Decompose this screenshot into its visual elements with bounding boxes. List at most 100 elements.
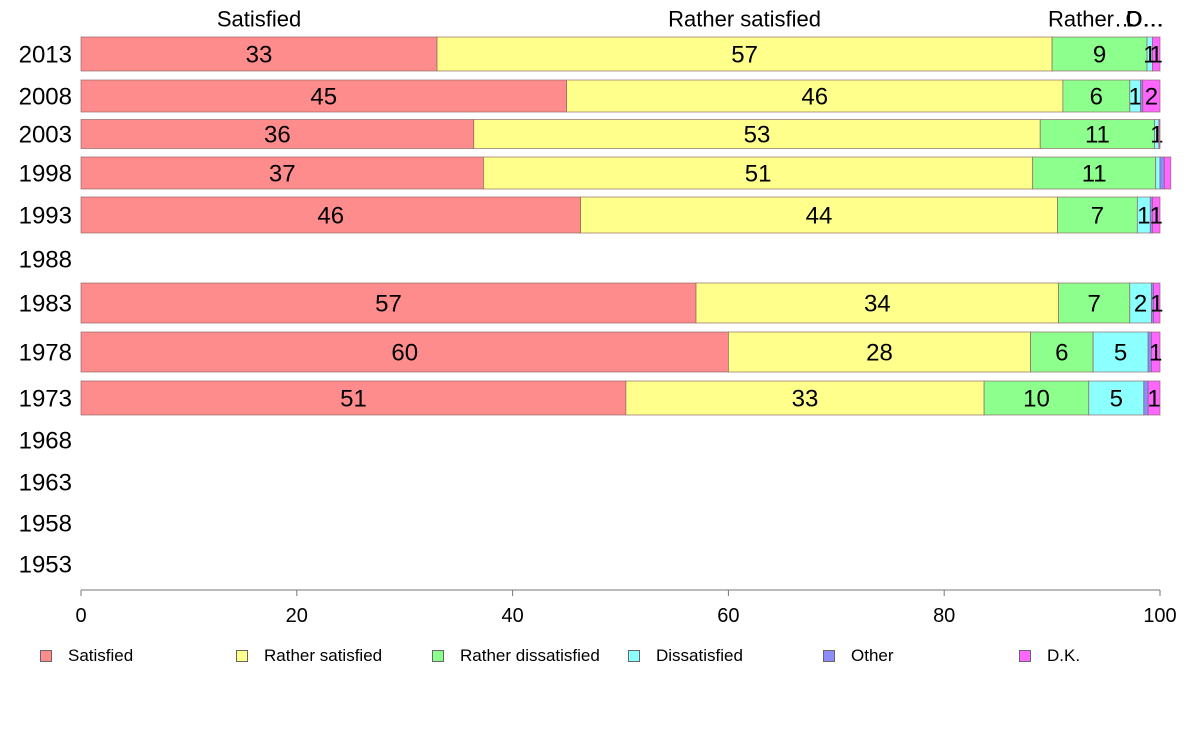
x-tick-label: 40	[501, 605, 523, 627]
data-label: 57	[731, 42, 758, 69]
legend-swatch-dk	[1019, 650, 1031, 662]
legend-item-dissatisfied: Dissatisfied	[628, 644, 743, 668]
data-label: 1	[1150, 203, 1163, 230]
x-tick-label: 100	[1143, 605, 1176, 627]
legend-label-dk: D.K.	[1047, 646, 1081, 665]
data-label: 1	[1137, 203, 1150, 230]
legend: Satisfied Rather satisfied Rather dissat…	[0, 644, 1188, 668]
bar-segment	[566, 79, 1064, 113]
legend-label-satisfied: Satisfied	[68, 646, 134, 665]
bar-segment	[1152, 196, 1161, 234]
bar-segment	[1051, 36, 1148, 72]
category-label: 1998	[19, 161, 72, 188]
data-label: 33	[246, 42, 273, 69]
data-label: 51	[745, 161, 772, 188]
data-label: 1	[1150, 122, 1163, 149]
bar-segment	[1150, 331, 1161, 373]
category-label: 1953	[19, 552, 72, 579]
data-label: 57	[375, 291, 402, 318]
legend-swatch-dissatisfied	[628, 650, 640, 662]
bar-segment	[1163, 156, 1172, 190]
legend-swatch-rather-satisfied	[236, 650, 248, 662]
series-top-label: D…	[1126, 7, 1164, 32]
data-label: 1	[1149, 340, 1162, 367]
x-tick-label: 20	[286, 605, 308, 627]
bar-segment	[625, 380, 985, 416]
x-tick-label: 0	[75, 605, 86, 627]
legend-item-dk: D.K.	[1019, 644, 1080, 668]
bar-segment	[983, 380, 1090, 416]
data-label: 1	[1150, 291, 1163, 318]
bar-segment	[80, 331, 729, 373]
category-label: 1973	[19, 386, 72, 413]
bar-segment	[1153, 282, 1161, 324]
data-label: 44	[806, 203, 833, 230]
bar-segment	[483, 156, 1034, 190]
bar-segment	[1142, 79, 1161, 113]
legend-swatch-rather-dissatisfied	[432, 650, 444, 662]
bar-segment	[80, 196, 581, 234]
category-label: 1963	[19, 470, 72, 497]
series-top-label: O…	[1125, 7, 1164, 32]
data-label: 46	[801, 84, 828, 111]
data-label: 10	[1023, 386, 1050, 413]
bar-segment	[580, 196, 1058, 234]
x-tick-label: 80	[933, 605, 955, 627]
series-top-label: D…	[1126, 7, 1164, 32]
data-label: 53	[744, 122, 771, 149]
data-label: 51	[340, 386, 367, 413]
data-label: 36	[264, 122, 291, 149]
category-label: 2013	[19, 42, 72, 69]
bar-segment	[80, 156, 484, 190]
bar-segment	[1147, 380, 1161, 416]
category-label: 1983	[19, 291, 72, 318]
x-tick-label: 60	[717, 605, 739, 627]
category-label: 2008	[19, 84, 72, 111]
stacked-bar-chart: 2013200820031998199319881983197819731968…	[19, 7, 1177, 628]
data-label: 9	[1093, 42, 1106, 69]
bar-segment	[473, 119, 1041, 149]
data-label: 2	[1134, 291, 1147, 318]
legend-item-satisfied: Satisfied	[40, 644, 133, 668]
category-label: 1968	[19, 428, 72, 455]
category-label: 1978	[19, 340, 72, 367]
series-top-label: Rather satisfied	[668, 7, 821, 32]
legend-label-rather-satisfied: Rather satisfied	[264, 646, 383, 665]
bar-segment	[1092, 331, 1149, 373]
bar-segment	[436, 36, 1053, 72]
legend-item-other: Other	[823, 644, 894, 668]
category-label: 1993	[19, 203, 72, 230]
data-label: 1	[1129, 84, 1142, 111]
data-label: 46	[317, 203, 344, 230]
bar-segment	[80, 79, 567, 113]
bar-segment	[1155, 156, 1161, 190]
bar-segment	[1152, 36, 1161, 72]
data-label: 11	[1082, 161, 1107, 188]
bar-segment	[1030, 331, 1094, 373]
data-label: 1	[1147, 386, 1160, 413]
bar-segment	[80, 36, 438, 72]
data-label: 28	[866, 340, 893, 367]
bar-segment	[80, 282, 697, 324]
data-label: 6	[1090, 84, 1103, 111]
data-label: 45	[310, 84, 337, 111]
legend-label-dissatisfied: Dissatisfied	[656, 646, 743, 665]
legend-item-rather-satisfied: Rather satisfied	[236, 644, 382, 668]
data-label: 37	[269, 161, 296, 188]
data-label: 7	[1088, 291, 1101, 318]
category-label: 2003	[19, 122, 72, 149]
legend-swatch-satisfied	[40, 650, 52, 662]
data-label: 7	[1091, 203, 1104, 230]
legend-item-rather-dissatisfied: Rather dissatisfied	[432, 644, 600, 668]
bar-segment	[80, 380, 627, 416]
data-label: 11	[1085, 122, 1110, 149]
data-label: 6	[1055, 340, 1068, 367]
data-label: 60	[391, 340, 418, 367]
series-top-label: Rather…	[1048, 7, 1136, 32]
bar-segment	[1057, 196, 1138, 234]
data-label: 34	[864, 291, 891, 318]
bar-segment	[695, 282, 1059, 324]
legend-label-other: Other	[851, 646, 894, 665]
bar-segment	[728, 331, 1031, 373]
bar-segment	[1159, 156, 1165, 190]
